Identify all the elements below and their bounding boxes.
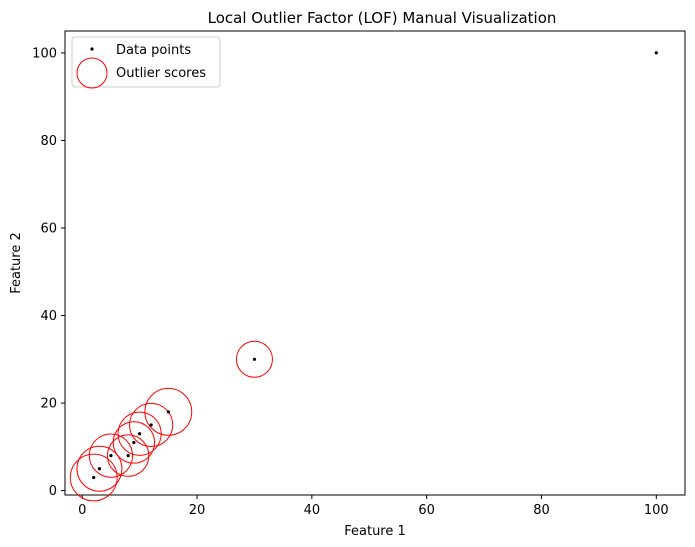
y-tick-label: 0 — [49, 484, 57, 499]
data-point — [126, 454, 130, 458]
y-tick-label: 100 — [32, 46, 57, 61]
data-point — [166, 410, 170, 414]
data-point — [97, 467, 102, 471]
data-point — [654, 51, 658, 55]
y-axis: 0 20 40 60 80 100 — [32, 46, 65, 499]
y-tick-label: 40 — [40, 309, 57, 324]
legend-data-points-marker — [90, 47, 94, 51]
x-tick-label: 100 — [644, 503, 669, 518]
outlier-score-circle — [129, 402, 174, 448]
y-tick-label: 60 — [40, 221, 57, 236]
x-tick-label: 20 — [189, 503, 206, 518]
outlier-score-circle — [144, 387, 193, 436]
legend-outlier-scores-label: Outlier scores — [116, 66, 206, 81]
data-point — [149, 423, 153, 427]
outlier-score-circle — [69, 453, 118, 502]
y-tick-label: 80 — [40, 134, 57, 149]
x-tick-label: 80 — [533, 503, 550, 518]
x-axis: 0 20 40 60 80 100 — [78, 495, 669, 518]
outlier-score-circle — [235, 340, 273, 378]
legend: Data points Outlier scores — [71, 36, 221, 89]
x-axis-label: Feature 1 — [344, 524, 406, 539]
data-point — [138, 432, 142, 436]
y-axis-label: Feature 2 — [9, 232, 24, 294]
legend-outlier-scores-marker — [76, 57, 108, 89]
outlier-score-circle — [88, 433, 134, 478]
outlier-score-circle — [76, 445, 123, 492]
legend-data-points-label: Data points — [116, 43, 191, 58]
data-point — [109, 454, 113, 458]
data-point — [252, 357, 257, 361]
data-points-series — [92, 51, 658, 480]
plot-frame — [64, 30, 686, 496]
outlier-score-circle — [106, 434, 150, 477]
x-tick-label: 40 — [304, 503, 321, 518]
outlier-score-circle — [112, 421, 156, 464]
x-tick-label: 0 — [78, 503, 86, 518]
data-point — [92, 475, 96, 480]
x-tick-label: 60 — [418, 503, 435, 518]
y-tick-label: 20 — [40, 397, 57, 412]
plot-area — [64, 30, 686, 496]
outlier-scores-series — [69, 340, 273, 502]
chart-title: Local Outlier Factor (LOF) Manual Visual… — [208, 9, 557, 27]
data-point — [132, 440, 136, 445]
legend-box — [71, 36, 221, 88]
